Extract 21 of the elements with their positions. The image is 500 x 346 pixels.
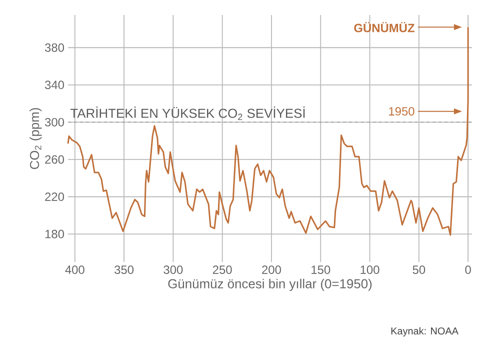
text: Kaynak: NOAA [391, 327, 458, 336]
x-tick-label: 0 [465, 266, 471, 274]
y-tick-label: 380 [44, 43, 64, 52]
y-tick-label: 220 [45, 192, 64, 201]
x-tick-label: 50 [412, 266, 426, 274]
x-tick-label: 150 [312, 266, 330, 274]
y-tick-label: 180 [45, 230, 64, 238]
x-tick-label: 350 [114, 266, 134, 274]
x-tick-label: 300 [164, 266, 183, 274]
y-tick-label: 340 [44, 80, 64, 90]
x-tick-label: 200 [262, 266, 281, 274]
y-axis-title: CO$_{2}$ (ppm) [30, 108, 42, 170]
x-tick-label: 100 [360, 266, 380, 274]
y-tick-label: 260 [45, 155, 64, 164]
annotation: 1950 [389, 107, 414, 116]
annotation: GÜNÜMÜZ [354, 22, 414, 32]
y-tick-label: 300 [44, 118, 64, 126]
x-tick-label: 250 [212, 266, 232, 274]
ref-line-label: TARİHTEKİ EN YÜKSEK CO$_{2}$ SEVİYESİ [70, 106, 305, 120]
x-axis-title: Günümüz öncesi bin yıllar (0=1950) [168, 278, 372, 291]
x-tick-label: 400 [65, 266, 84, 274]
